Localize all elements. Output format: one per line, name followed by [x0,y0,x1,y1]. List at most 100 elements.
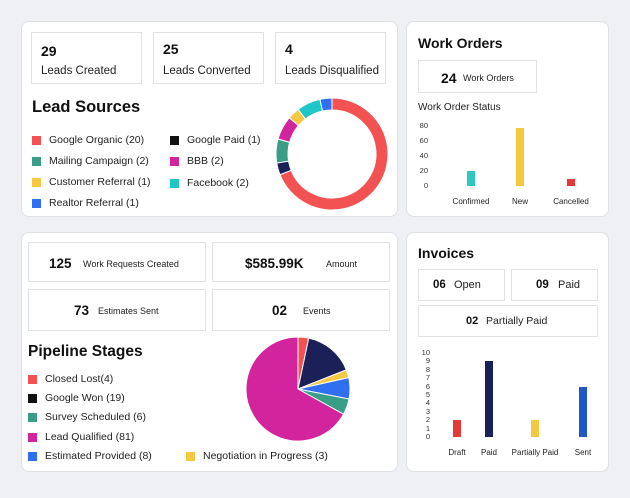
legend-item[interactable]: Google Won (19) [28,392,125,404]
legend-label: Negotiation in Progress (3) [203,450,328,462]
x-tick-label: Confirmed [452,197,490,206]
legend-swatch [170,135,179,145]
stat-label: Events [303,306,331,316]
bar-draft[interactable] [453,420,461,437]
stat-label: Estimates Sent [98,306,159,316]
legend-label: Facebook (2) [187,177,249,189]
legend-item[interactable]: Negotiation in Progress (3) [186,450,328,462]
bar-new[interactable] [516,128,524,186]
stat-label: Leads Created [41,65,117,77]
y-tick-label: 3 [425,406,430,416]
bar-sent[interactable] [579,386,587,437]
legend-item[interactable]: Lead Qualified (81) [28,431,134,443]
stat-leads-disqualified[interactable]: 4 Leads Disqualified [275,32,386,84]
legend-label: Google Paid (1) [187,134,261,146]
stat-leads-created[interactable]: 29 Leads Created [31,32,142,84]
x-tick-label: Paid [480,448,497,457]
legend-item[interactable]: Google Paid (1) [170,134,261,146]
y-tick-label: 2 [425,415,430,425]
work-orders-count: 24 [441,70,457,86]
stat-amount[interactable]: $585.99K Amount [212,242,390,282]
y-tick-label: 4 [425,398,430,408]
y-tick-label: 5 [425,390,430,399]
y-tick-label: 20 [419,166,428,175]
stat-value: 02 [466,315,479,327]
stat-label: Work Requests Created [83,259,179,269]
legend-label: Customer Referral (1) [49,176,151,188]
lead-sources-title: Lead Sources [32,98,141,116]
lead-sources-slice-realtor-referral[interactable] [319,97,333,112]
stat-label: Partially Paid [486,315,548,327]
x-tick-label: Cancelled [553,197,589,206]
y-tick-label: 9 [425,356,430,366]
y-tick-label: 0 [423,181,428,190]
legend-item[interactable]: Facebook (2) [170,177,249,189]
y-tick-label: 6 [425,381,430,391]
legend-label: Mailing Campaign (2) [49,155,149,167]
stat-estimates-sent[interactable]: 73 Estimates Sent [28,289,206,331]
legend-label: Realtor Referral (1) [49,197,139,209]
work-order-status-title: Work Order Status [418,102,501,113]
legend-swatch [32,198,41,208]
legend-item[interactable]: Survey Scheduled (6) [28,411,146,423]
pipeline-stages-title: Pipeline Stages [28,343,143,360]
work-orders-count-label: Work Orders [463,73,514,83]
x-tick-label: New [511,197,528,206]
legend-label: Estimated Provided (8) [45,450,152,462]
work-orders-title: Work Orders [418,35,503,51]
pipeline-stages-pie-chart [245,336,351,442]
invoices-title: Invoices [418,245,475,261]
bar-partially-paid[interactable] [531,420,539,437]
x-tick-label: Draft [448,448,466,457]
legend-swatch [28,451,37,461]
legend-item[interactable]: Customer Referral (1) [32,176,151,188]
y-tick-label: 10 [421,348,430,357]
bar-cancelled[interactable] [567,178,575,186]
y-tick-label: 0 [425,432,430,441]
stat-label: Amount [326,259,358,269]
legend-item[interactable]: Estimated Provided (8) [28,450,152,462]
legend-label: Closed Lost(4) [45,373,114,385]
x-tick-label: Partially Paid [511,448,559,457]
legend-label: BBB (2) [187,155,224,167]
stat-work-requests[interactable]: 125 Work Requests Created [28,242,206,282]
invoice-paid-box[interactable]: 09 Paid [511,269,598,301]
legend-item[interactable]: BBB (2) [170,155,224,167]
legend-item[interactable]: Mailing Campaign (2) [32,155,149,167]
legend-item[interactable]: Realtor Referral (1) [32,197,139,209]
stat-value: 73 [74,303,90,318]
work-orders-count-box[interactable]: 24 Work Orders [418,60,537,93]
bar-paid[interactable] [485,361,493,437]
stat-label: Open [454,279,481,291]
pipeline-slice-lead-qualified[interactable] [245,336,345,442]
stat-value: 29 [41,43,57,59]
legend-label: Survey Scheduled (6) [45,411,146,423]
invoice-partially-paid-box[interactable]: 02 Partially Paid [418,305,598,337]
work-orders-card [406,21,609,217]
x-tick-label: Sent [574,448,592,457]
stat-value: $585.99K [245,256,304,271]
legend-item[interactable]: Google Organic (20) [32,134,144,146]
stat-value: 125 [49,256,72,271]
stat-events[interactable]: 02 Events [212,289,390,331]
lead-sources-slice-mailing-campaign[interactable] [275,138,291,164]
stat-label: Paid [558,279,581,291]
y-tick-label: 40 [419,151,428,160]
bar-confirmed[interactable] [467,171,475,186]
invoice-open-box[interactable]: 06 Open [418,269,505,301]
legend-swatch [186,451,195,461]
legend-swatch [28,393,37,403]
legend-swatch [32,156,41,166]
legend-item[interactable]: Closed Lost(4) [28,373,113,385]
stat-leads-converted[interactable]: 25 Leads Converted [153,32,264,84]
legend-swatch [28,412,37,422]
stat-value: 25 [163,41,179,57]
y-tick-label: 80 [419,121,428,130]
stat-value: 06 [433,279,446,291]
legend-label: Lead Qualified (81) [45,431,135,443]
legend-swatch [28,432,37,442]
legend-label: Google Won (19) [45,392,125,404]
pipeline-slice-google-won[interactable] [297,337,348,390]
stat-label: Leads Converted [163,65,251,77]
y-tick-label: 60 [419,136,428,145]
